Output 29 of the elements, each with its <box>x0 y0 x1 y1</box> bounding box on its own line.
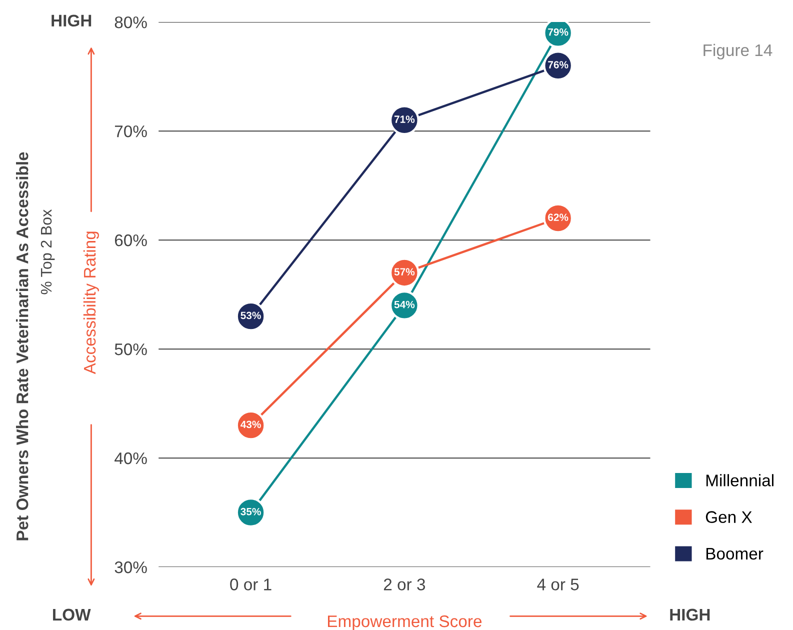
text: HIGH <box>670 608 710 621</box>
x-axis-title: Empowerment Score <box>328 615 482 630</box>
data-label: 79% <box>548 28 568 36</box>
text: Pet Owners Who Rate Veterinarian As Accessible <box>16 152 28 540</box>
y-tick-label: 50% <box>114 343 147 356</box>
legend-label: Boomer <box>706 548 764 560</box>
data-label: 71% <box>394 116 415 123</box>
legend-label: Gen X <box>706 511 752 523</box>
x-tick-label: 0 or 1 <box>230 578 272 590</box>
text: Accessibility Rating <box>83 232 99 374</box>
y-tick-label: 60% <box>114 234 147 246</box>
data-label: 62% <box>548 214 568 222</box>
data-label: 76% <box>548 61 568 68</box>
data-label: 43% <box>240 420 261 428</box>
data-label: 57% <box>394 268 415 276</box>
data-label: 53% <box>240 312 261 320</box>
y-tick-label: 40% <box>114 452 147 464</box>
data-label: 35% <box>240 508 261 516</box>
text: HIGH <box>52 14 92 27</box>
x-tick-label: 2 or 3 <box>384 578 426 590</box>
y-tick-label: 30% <box>114 561 147 574</box>
y-tick-label: 70% <box>114 125 147 138</box>
caption: Figure 14 <box>704 44 772 60</box>
x-tick-label: 4 or 5 <box>537 578 579 590</box>
text: % Top 2 Box <box>40 209 55 294</box>
legend-label: Millennial <box>706 474 774 486</box>
text: LOW <box>53 608 91 621</box>
data-label: 54% <box>394 300 415 308</box>
y-tick-label: 80% <box>114 16 147 28</box>
